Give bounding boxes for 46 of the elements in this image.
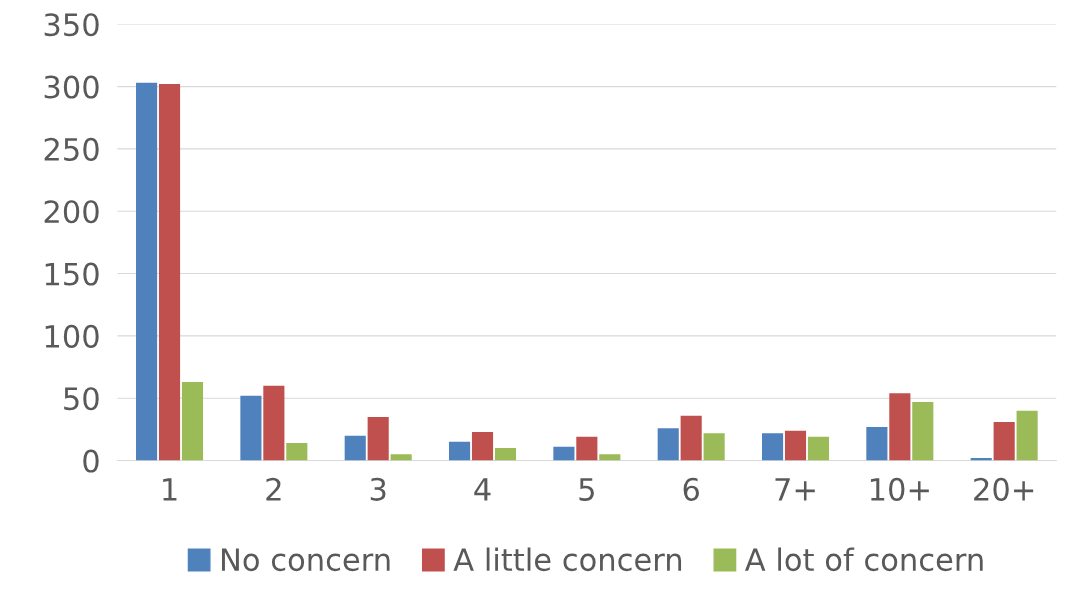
bar xyxy=(889,393,911,461)
bar xyxy=(993,421,1015,461)
bar xyxy=(866,426,888,461)
x-tick-label: 3 xyxy=(370,477,386,501)
x-tick-label: 2 xyxy=(266,477,281,501)
y-tick-label: 300 xyxy=(44,75,99,99)
bar xyxy=(136,82,158,461)
bar xyxy=(367,416,389,461)
y-tick-label: 350 xyxy=(44,13,99,37)
x-tick-label: 6 xyxy=(683,477,699,501)
bar xyxy=(158,84,181,461)
y-tick-label: 100 xyxy=(45,324,99,348)
x-tick-label: 20+ xyxy=(974,477,1034,501)
bar xyxy=(807,436,830,461)
y-tick-label: 200 xyxy=(44,200,99,224)
bar xyxy=(762,433,784,461)
bar xyxy=(599,454,621,461)
x-tick-label: 5 xyxy=(579,478,594,501)
x-tick-label: 7+ xyxy=(775,478,815,501)
x-tick-label: 4 xyxy=(474,478,491,501)
bar xyxy=(263,385,285,461)
legend-label: A little concern xyxy=(453,547,682,572)
bar xyxy=(553,446,575,461)
bar xyxy=(576,436,598,461)
x-tick-label: 1 xyxy=(163,478,177,501)
bar xyxy=(344,435,366,461)
y-tick-label: 150 xyxy=(45,262,99,286)
bar xyxy=(286,443,308,461)
bar xyxy=(390,454,412,461)
bar xyxy=(471,431,494,461)
y-tick-label: 50 xyxy=(64,387,99,411)
bar xyxy=(449,441,471,461)
bar xyxy=(181,382,204,461)
bar xyxy=(784,430,807,461)
y-tick-label: 0 xyxy=(83,449,99,473)
bar xyxy=(494,448,517,461)
legend-label: A lot of concern xyxy=(744,547,983,572)
bar xyxy=(912,401,934,461)
bar xyxy=(1016,410,1038,461)
bar xyxy=(240,395,262,461)
bar xyxy=(657,428,679,461)
bar xyxy=(680,415,702,461)
legend-label: No concern xyxy=(222,548,390,572)
bar xyxy=(703,433,725,461)
y-tick-label: 250 xyxy=(44,137,99,161)
x-tick-label: 10+ xyxy=(870,477,929,501)
